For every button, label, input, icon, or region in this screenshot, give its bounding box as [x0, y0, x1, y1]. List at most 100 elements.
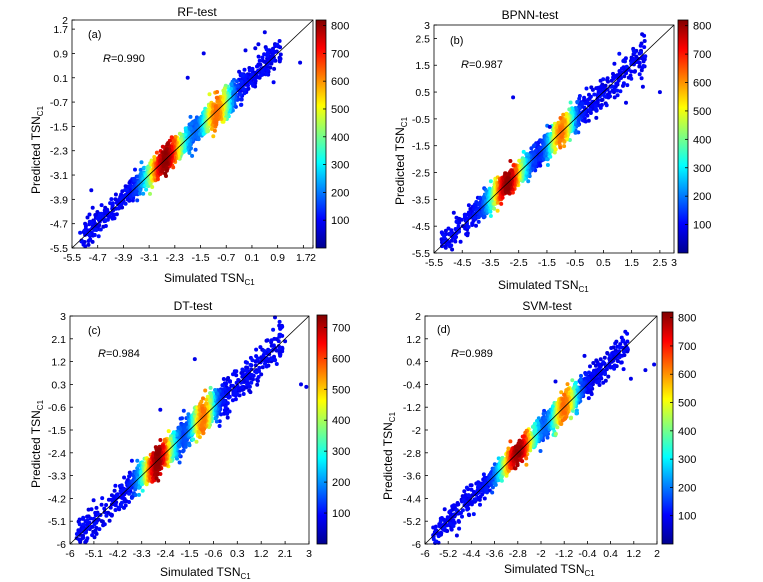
data-point — [255, 75, 260, 80]
data-point — [127, 500, 131, 504]
data-point — [119, 483, 124, 488]
data-point — [141, 191, 146, 196]
data-point — [177, 460, 182, 465]
data-point — [258, 345, 263, 350]
data-point — [643, 54, 648, 59]
y-tick-label: 0.5 — [415, 87, 430, 99]
data-point — [180, 449, 185, 454]
data-point — [226, 395, 231, 400]
x-tick-label: 3 — [671, 257, 677, 269]
data-point — [168, 436, 173, 441]
data-point — [92, 522, 97, 527]
data-point — [256, 42, 261, 47]
data-point — [600, 97, 605, 102]
colorbar-tick-label: 400 — [331, 132, 349, 144]
data-point — [241, 87, 246, 92]
chart-title: RF-test — [177, 5, 217, 19]
data-point — [568, 100, 573, 105]
data-point — [462, 212, 467, 217]
data-point — [233, 397, 238, 402]
data-point — [213, 416, 218, 421]
data-point — [99, 502, 104, 507]
data-point — [277, 39, 282, 43]
data-point — [257, 58, 262, 63]
data-point — [108, 201, 113, 206]
data-point — [241, 73, 246, 78]
data-point — [164, 160, 169, 165]
data-point — [608, 94, 612, 99]
chart-title: BPNN-test — [502, 8, 559, 22]
y-tick-label: -0.5 — [412, 114, 430, 126]
x-axis-label: Simulated TSNC1 — [164, 271, 255, 287]
data-point — [223, 404, 228, 409]
x-tick-label: 2.5 — [653, 257, 668, 269]
data-point — [558, 116, 563, 120]
data-point — [197, 430, 202, 435]
y-axis-label: Predicted TSNC1 — [29, 105, 45, 194]
data-point — [189, 146, 193, 151]
data-point — [623, 59, 627, 64]
data-point — [642, 45, 647, 50]
colorbar-tick-label: 600 — [331, 76, 349, 88]
data-point — [526, 179, 531, 184]
data-point — [82, 228, 87, 233]
data-point — [241, 392, 246, 396]
data-point — [277, 58, 282, 63]
data-point — [140, 488, 145, 493]
data-point — [109, 497, 114, 502]
colorbar-tick-label: 500 — [693, 106, 711, 118]
data-point — [237, 69, 242, 74]
data-point — [187, 443, 192, 448]
data-point — [598, 105, 603, 110]
data-point — [248, 362, 253, 367]
data-point — [137, 191, 142, 196]
y-tick-label: -5.5 — [412, 248, 430, 260]
data-point — [270, 58, 275, 63]
data-point — [470, 221, 475, 226]
data-point — [269, 357, 274, 362]
data-point — [227, 409, 232, 414]
data-point — [238, 92, 243, 97]
data-point — [274, 362, 279, 366]
data-point — [260, 58, 265, 63]
data-point — [548, 154, 553, 159]
data-point — [171, 430, 176, 435]
colorbar — [315, 19, 327, 249]
data-point — [453, 235, 458, 239]
data-point — [197, 435, 202, 440]
colorbar-tick-label: 700 — [331, 48, 349, 60]
colorbar-tick-label: 800 — [331, 21, 349, 33]
data-point — [521, 149, 526, 154]
data-point — [77, 522, 82, 527]
data-point — [200, 406, 205, 411]
data-point — [110, 216, 115, 221]
data-point — [588, 111, 593, 115]
data-point — [133, 493, 138, 497]
data-point — [150, 185, 155, 189]
data-point — [601, 77, 606, 82]
data-point — [249, 372, 254, 377]
data-point — [557, 140, 562, 145]
panel-dt-test: DT-test -6 -5.1 -4.2 -3.3 -2.4 -1.5 -0.6 0.3 1.2… — [29, 299, 350, 581]
data-point — [221, 377, 226, 381]
data-point — [575, 100, 580, 104]
data-point — [257, 365, 262, 370]
x-tick-label: -1.5 — [191, 252, 209, 264]
data-point — [453, 239, 458, 244]
data-point — [122, 475, 127, 480]
data-point — [298, 60, 303, 65]
y-tick-label: 0.9 — [53, 48, 68, 60]
data-point — [612, 61, 617, 66]
data-point — [639, 50, 643, 55]
y-tick-label: -4.7 — [50, 219, 68, 231]
colorbar-tick-label: 100 — [693, 220, 711, 232]
data-point — [138, 188, 143, 193]
data-point — [199, 427, 204, 432]
data-point — [193, 147, 198, 152]
data-point — [254, 347, 259, 352]
colorbar — [677, 19, 689, 254]
data-point — [213, 388, 218, 392]
data-point — [163, 171, 168, 176]
y-tick-label: -2.3 — [50, 146, 68, 158]
data-point — [181, 408, 186, 413]
